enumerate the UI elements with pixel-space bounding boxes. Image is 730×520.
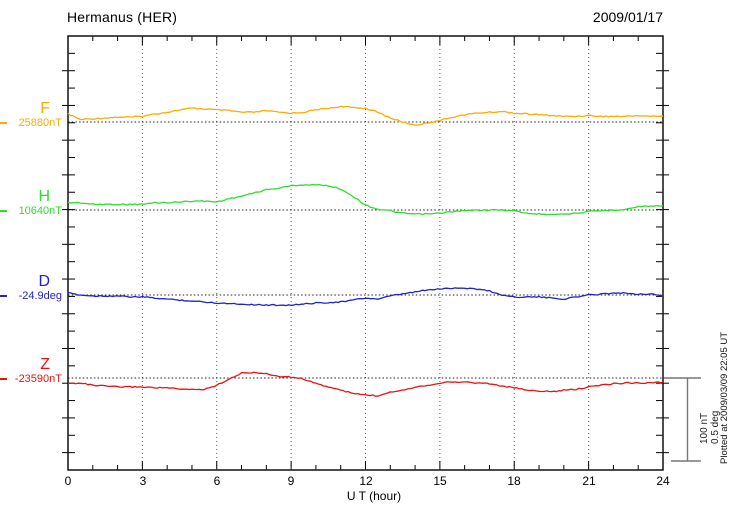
component-letter-F: F (40, 100, 50, 117)
component-letter-H: H (38, 188, 50, 205)
component-label-Z: Z -23590nT (0, 357, 64, 386)
x-tick-label: 12 (359, 474, 373, 488)
x-tick-label: 18 (507, 474, 521, 488)
baseline-marker-F (0, 122, 7, 124)
component-letter-Z: Z (40, 356, 50, 373)
trace-D (67, 287, 664, 307)
x-tick-label: 21 (582, 474, 596, 488)
x-tick-label: 3 (139, 474, 147, 488)
baseline-marker-D (0, 295, 7, 297)
x-tick-label: 15 (433, 474, 447, 488)
trace-F (67, 105, 664, 126)
baseline-marker-Z (0, 378, 7, 380)
component-label-F: F 25880nT (0, 101, 64, 130)
observatory-title: Hermanus (HER) (67, 9, 178, 25)
component-letter-D: D (38, 273, 50, 290)
scale-bar-label: 100 nT 0.5 deg (699, 411, 721, 444)
baseline-marker-H (0, 210, 7, 212)
trace-H (67, 183, 664, 216)
x-tick-label: 0 (64, 474, 72, 488)
x-tick-label: 24 (656, 474, 670, 488)
component-label-D: D -24.9deg (0, 274, 64, 303)
x-tick-label: 6 (213, 474, 221, 488)
plotted-at-note: Plotted at 2009/03/09 22:05 UT (719, 331, 730, 464)
date-label: 2009/01/17 (592, 9, 663, 25)
component-baseline-value-F: 25880nT (18, 117, 62, 129)
component-label-H: H 10640nT (0, 189, 64, 218)
component-baseline-value-H: 10640nT (18, 205, 62, 217)
trace-Z (68, 371, 664, 397)
component-baseline-value-D: -24.9deg (18, 290, 62, 302)
scale-bar-label-nt: 100 nT (699, 412, 710, 444)
x-axis-title: U T (hour) (346, 489, 402, 503)
component-baseline-value-Z: -23590nT (14, 373, 62, 385)
x-tick-label: 9 (287, 474, 295, 488)
